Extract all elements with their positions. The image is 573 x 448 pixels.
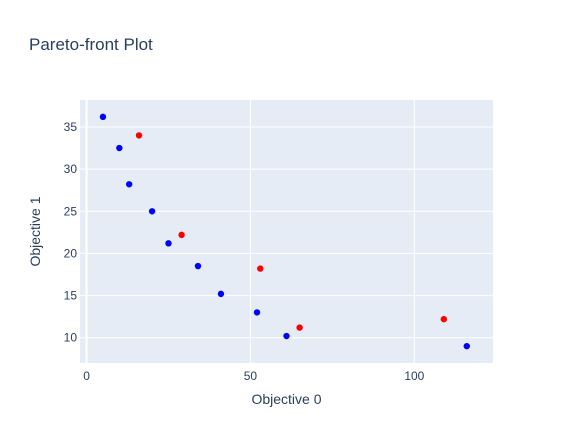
y-axis-label: Objective 1 [27, 196, 43, 266]
y-tick-label: 35 [64, 120, 78, 134]
x-tick-label: 100 [404, 369, 424, 383]
y-tick-label: 30 [64, 162, 78, 176]
x-tick-label: 50 [244, 369, 258, 383]
pareto-front-point[interactable] [116, 145, 122, 151]
pareto-front-point[interactable] [195, 263, 201, 269]
chart-title: Pareto-front Plot [29, 35, 153, 54]
dominated-point[interactable] [441, 316, 447, 322]
pareto-front-point[interactable] [165, 240, 171, 246]
pareto-front-point[interactable] [218, 291, 224, 297]
pareto-front-point[interactable] [126, 181, 132, 187]
pareto-front-point[interactable] [464, 343, 470, 349]
y-tick-label: 10 [64, 331, 78, 345]
y-tick-label: 15 [64, 289, 78, 303]
dominated-point[interactable] [136, 132, 142, 138]
x-axis-label: Objective 0 [251, 391, 321, 407]
pareto-front-point[interactable] [149, 208, 155, 214]
pareto-front-point[interactable] [283, 333, 289, 339]
plot-area [80, 100, 493, 363]
dominated-point[interactable] [296, 324, 302, 330]
y-tick-label: 20 [64, 246, 78, 260]
pareto-front-point[interactable] [254, 309, 260, 315]
pareto-front-point[interactable] [100, 114, 106, 120]
y-tick-label: 25 [64, 204, 78, 218]
x-tick-label: 0 [83, 369, 90, 383]
dominated-point[interactable] [178, 232, 184, 238]
dominated-point[interactable] [257, 265, 263, 271]
